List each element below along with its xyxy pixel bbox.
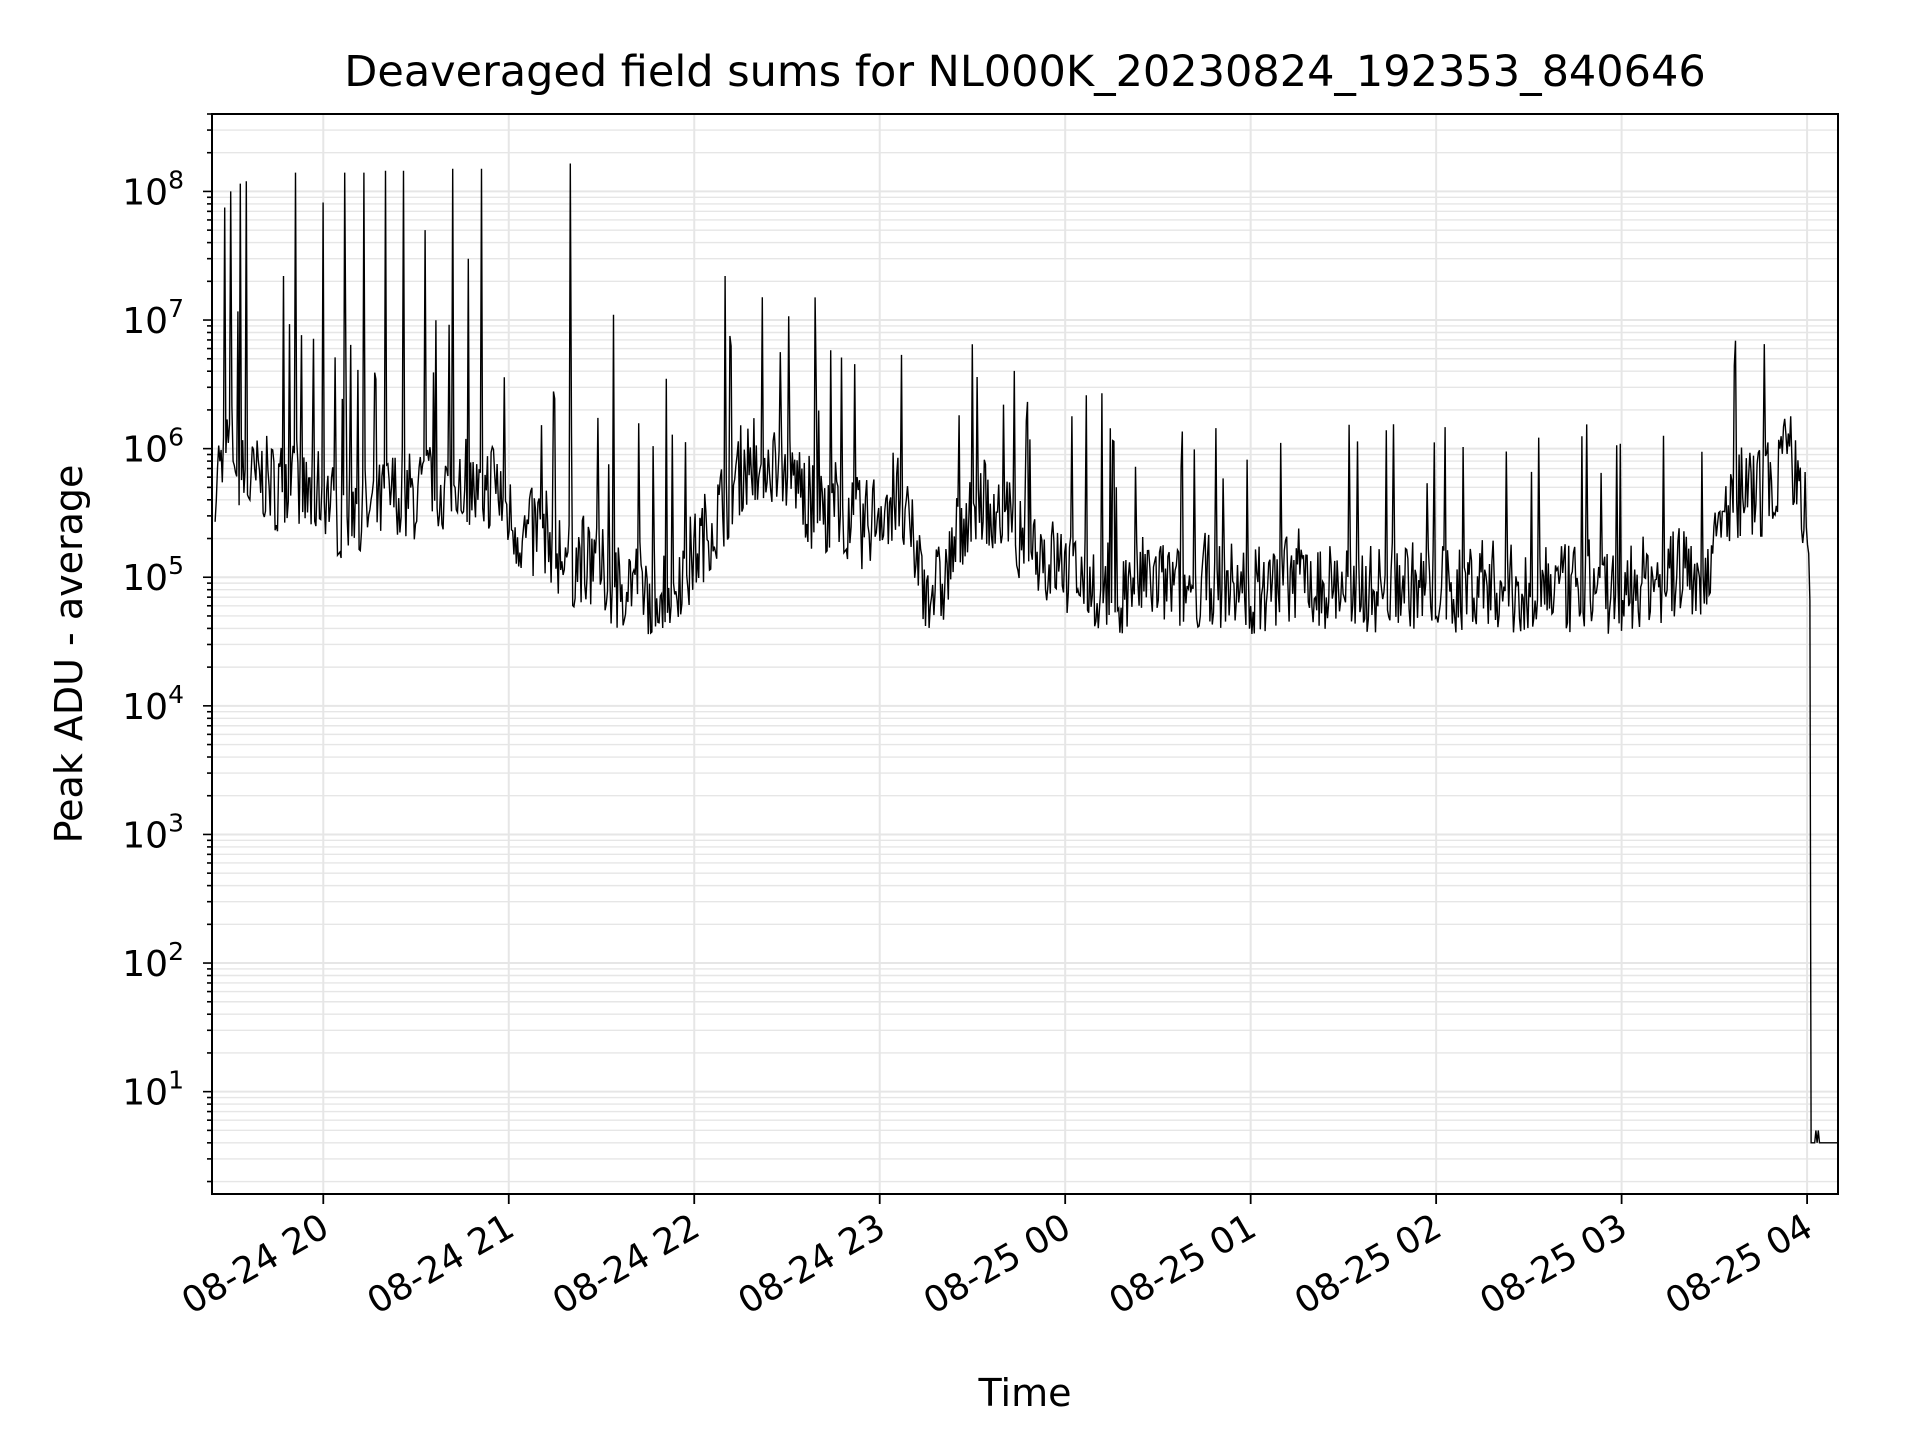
y-tick-exponent: 4 bbox=[168, 680, 184, 709]
y-tick-base: 10 bbox=[122, 944, 168, 985]
x-tick-label: 08-24 21 bbox=[361, 1206, 522, 1322]
y-tick-base: 10 bbox=[122, 172, 168, 213]
y-tick-label: 108 bbox=[122, 165, 184, 213]
y-tick-exponent: 6 bbox=[168, 423, 184, 452]
x-tick-label: 08-25 03 bbox=[1473, 1206, 1634, 1322]
x-tick-label: 08-24 20 bbox=[175, 1206, 336, 1322]
x-tick-label: 08-24 22 bbox=[546, 1206, 707, 1322]
y-tick-exponent: 2 bbox=[168, 937, 184, 966]
y-tick-label: 104 bbox=[122, 680, 184, 728]
y-tick-exponent: 8 bbox=[168, 165, 184, 194]
x-tick-label: 08-24 23 bbox=[732, 1206, 893, 1322]
y-tick-base: 10 bbox=[122, 430, 168, 471]
grid-layer bbox=[212, 113, 1838, 1194]
chart-title: Deaveraged field sums for NL000K_2023082… bbox=[344, 47, 1705, 97]
y-tick-exponent: 1 bbox=[168, 1066, 184, 1095]
y-tick-base: 10 bbox=[122, 815, 168, 856]
plot-clip bbox=[214, 163, 1838, 1144]
y-tick-base: 10 bbox=[122, 301, 168, 342]
x-tick-label: 08-25 02 bbox=[1288, 1206, 1449, 1322]
x-axis-label: Time bbox=[978, 1371, 1072, 1415]
y-tick-label: 103 bbox=[122, 808, 184, 856]
y-tick-exponent: 3 bbox=[168, 808, 184, 837]
y-tick-label: 106 bbox=[122, 423, 184, 471]
y-axis-label: Peak ADU - average bbox=[47, 465, 91, 844]
x-tick-label: 08-25 00 bbox=[917, 1206, 1078, 1322]
y-tick-base: 10 bbox=[122, 687, 168, 728]
y-tick-label: 107 bbox=[122, 294, 184, 342]
y-tick-base: 10 bbox=[122, 1073, 168, 1114]
y-tick-exponent: 5 bbox=[168, 551, 184, 580]
y-tick-label: 102 bbox=[122, 937, 184, 985]
data-line bbox=[214, 163, 1838, 1144]
y-tick-exponent: 7 bbox=[168, 294, 184, 323]
x-tick-label: 08-25 01 bbox=[1102, 1206, 1263, 1322]
y-tick-label: 101 bbox=[122, 1066, 184, 1114]
y-tick-base: 10 bbox=[122, 558, 168, 599]
x-tick-label: 08-25 04 bbox=[1659, 1206, 1820, 1322]
y-tick-label: 105 bbox=[122, 551, 184, 599]
plot-frame bbox=[211, 113, 1839, 1195]
